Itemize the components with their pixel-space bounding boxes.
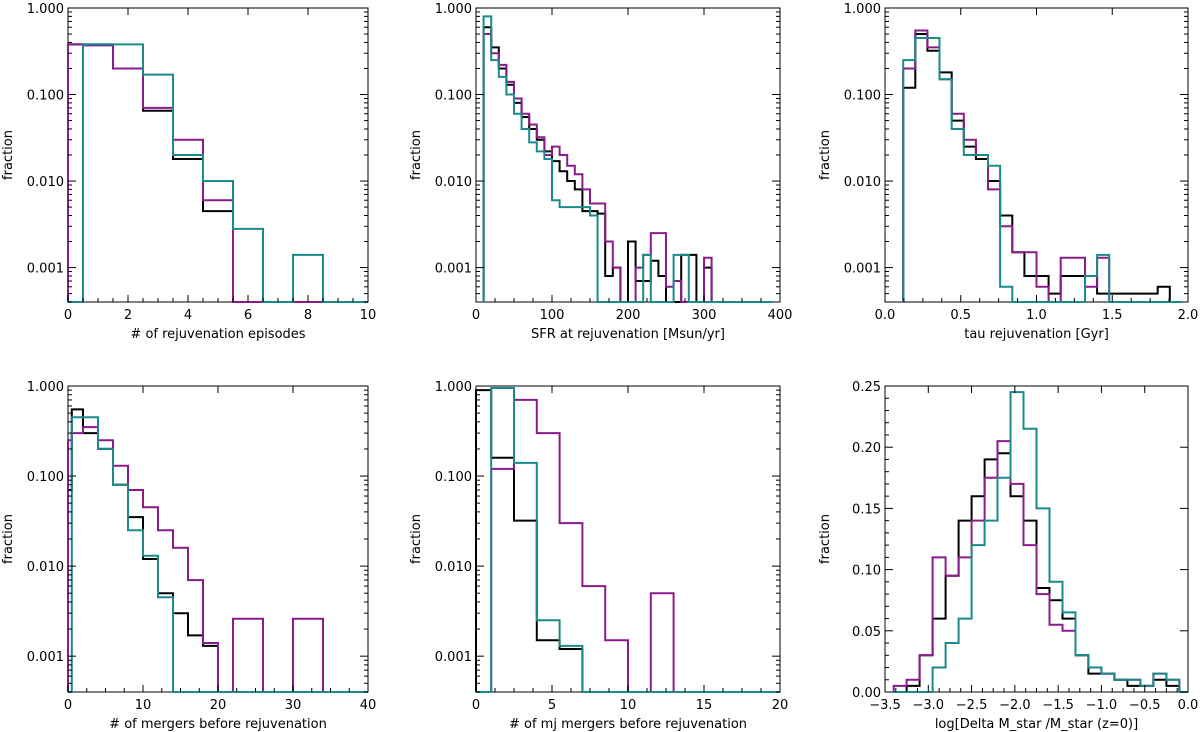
x-tick-label: 4 [184,308,192,323]
series-purple [476,398,780,693]
panel-rejuvenation-episodes: 0 2 4 6 8 10 0.001 0.010 0.100 1.000 # of rejuvena… [1,2,376,342]
y-tick-label: 0.010 [27,560,64,575]
y-axis-label: fraction [409,130,424,180]
y-tick-label: 0.15 [852,502,881,517]
y-tick-label: 1.000 [27,380,64,395]
x-tick-label: 0 [472,308,480,323]
y-tick-label: 1.000 [27,2,64,17]
panel-mergers-before-rejuvenation: 0 10 20 30 40 0.001 0.010 0.100 1.000 # of merger… [1,380,376,732]
y-tick-label: 0.100 [435,470,472,485]
x-axis-label: SFR at rejuvenation [Msun/yr] [531,327,725,342]
x-tick-label: 8 [304,308,312,323]
y-tick-label: 0.010 [435,560,472,575]
y-tick-label: 0.00 [852,686,881,701]
x-tick-label: 400 [768,308,793,323]
x-tick-label: 2 [124,308,132,323]
x-axis-label: # of rejuvenation episodes [130,327,305,342]
y-axis-label: fraction [1,514,16,564]
x-tick-label: 5 [548,698,556,713]
series-purple [902,29,1182,303]
y-tick-label: 0.001 [844,262,881,277]
x-tick-label: 100 [540,308,565,323]
x-tick-label: 300 [692,308,717,323]
x-tick-label: 0 [64,308,72,323]
x-tick-label: 15 [696,698,713,713]
x-tick-label: 40 [360,698,377,713]
x-tick-label: 10 [360,308,377,323]
y-axis-label: fraction [1,130,16,180]
x-tick-label: 0 [64,698,72,713]
y-tick-label: 0.100 [435,89,472,104]
x-tick-label: −3.5 [869,698,901,713]
y-tick-label: 0.001 [435,262,472,277]
x-tick-label: −1.0 [1086,698,1118,713]
x-tick-label: −2.0 [999,698,1031,713]
x-tick-label: 0.0 [875,308,896,323]
series-purple [482,33,773,303]
y-axis-label: fraction [818,514,833,564]
x-tick-label: 0 [472,698,480,713]
series-teal [476,387,780,693]
y-tick-label: 0.001 [27,262,64,277]
y-tick-label: 0.100 [27,89,64,104]
x-tick-label: 20 [772,698,789,713]
y-tick-label: 1.000 [435,2,472,17]
y-tick-label: 0.001 [435,650,472,665]
x-tick-label: 6 [244,308,252,323]
y-tick-label: 0.010 [27,175,64,190]
y-tick-label: 0.100 [27,470,64,485]
x-tick-label: 1.0 [1026,308,1047,323]
x-tick-label: −1.5 [1042,698,1074,713]
panel-tau-rejuvenation: 0.0 0.5 1.0 1.5 2.0 0.001 0.010 0.100 1.000 tau r… [818,2,1198,342]
y-tick-label: 0.010 [844,175,881,190]
series-teal [68,416,368,693]
series-teal [902,37,1182,303]
series-black [902,33,1182,303]
y-axis-label: fraction [409,514,424,564]
x-axis-label: tau rejuvenation [Gyr] [964,327,1109,342]
y-tick-label: 1.000 [844,2,881,17]
series-black [893,452,1188,693]
series-purple [892,440,1188,693]
x-tick-label: 20 [210,698,227,713]
y-tick-label: 0.10 [852,564,881,579]
panel-mj-mergers-before-rejuvenation: 0 5 10 15 20 0.001 0.010 0.100 1.000 # of mj merg… [409,380,788,732]
x-tick-label: 30 [285,698,302,713]
y-tick-label: 0.05 [852,625,881,640]
series-teal [68,43,368,303]
series-black [482,26,773,303]
y-tick-label: 1.000 [435,380,472,395]
x-axis-label: # of mergers before rejuvenation [109,717,327,732]
panel-delta-mstar: −3.5 −3.0 −2.5 −2.0 −1.5 −1.0 −0.5 0.0 0.00 0.05 0… [818,380,1198,732]
series-teal [482,15,773,303]
x-tick-label: 1.5 [1102,308,1123,323]
x-tick-label: 10 [135,698,152,713]
y-tick-label: 0.100 [844,89,881,104]
x-axis-label: # of mj mergers before rejuvenation [509,717,747,732]
x-tick-label: 0.5 [950,308,971,323]
series-teal [893,391,1188,693]
y-tick-label: 0.010 [435,175,472,190]
x-tick-label: 0.0 [1178,698,1199,713]
y-tick-label: 0.25 [852,380,881,395]
y-axis-label: fraction [818,130,833,180]
x-tick-label: 2.0 [1178,308,1199,323]
x-tick-label: −2.5 [956,698,988,713]
x-tick-label: −0.5 [1129,698,1161,713]
x-tick-label: 10 [620,698,637,713]
y-tick-label: 0.20 [852,441,881,456]
panel-sfr-at-rejuvenation: 0 100 200 300 400 0.001 0.010 0.100 1.000 SFR at … [409,2,792,342]
x-tick-label: 200 [616,308,641,323]
y-tick-label: 0.001 [27,650,64,665]
x-tick-label: −3.0 [912,698,944,713]
x-axis-label: log[Delta M_star /M_star (z=0)] [935,717,1138,732]
